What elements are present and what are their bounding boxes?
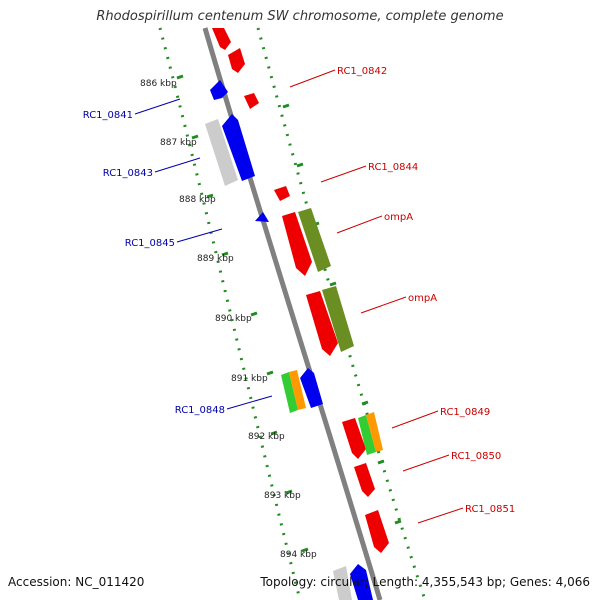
kbp-label: 889 kbp	[197, 254, 234, 264]
gene-label-rc1-0845: RC1_0845	[125, 238, 175, 249]
gene-rc1-0842-top	[212, 28, 231, 50]
gene-rc1-0850	[366, 412, 383, 452]
gene-rc1-0848-orange	[289, 370, 306, 410]
gene-label-rc1-0850: RC1_0850	[451, 451, 501, 462]
gene-label-rc1-0848: RC1_0848	[175, 405, 225, 416]
gene-rc1-0851	[365, 510, 389, 553]
gene-rc1-0841	[210, 80, 228, 100]
forward-leader-lines	[289, 69, 464, 524]
gene-rc1-0843-gray	[205, 119, 238, 186]
kbp-label: 892 kbp	[248, 432, 285, 442]
gene-rc1-0843	[222, 114, 255, 181]
gene-label-rc1-0841: RC1_0841	[83, 110, 133, 121]
gene-rc1-0850-red	[354, 463, 375, 497]
gene-labels: RC1_0842 RC1_0844 ompA ompA RC1_0849 RC1…	[83, 66, 516, 515]
genome-title: Rhodospirillum centenum SW chromosome, c…	[96, 9, 504, 24]
kbp-label: 893 kbp	[264, 491, 301, 501]
gene-rc1-0849-green	[358, 415, 376, 455]
gene-label-ompa-1: ompA	[384, 212, 413, 223]
gene-label-rc1-0842: RC1_0842	[337, 66, 387, 77]
forward-genes	[212, 28, 389, 553]
kbp-label: 894 kbp	[280, 550, 317, 560]
kbp-label: 887 kbp	[160, 138, 197, 148]
kbp-label: 886 kbp	[140, 79, 177, 89]
gene-rc1-0848	[300, 368, 323, 408]
gene-label-rc1-0849: RC1_0849	[440, 407, 490, 418]
gene-label-ompa-2: ompA	[408, 293, 437, 304]
topology-text: Topology: circular; Length: 4,355,543 bp…	[260, 575, 590, 589]
tick-marks-left	[176, 74, 309, 553]
gene-ompa-red-1	[282, 212, 312, 276]
kbp-label: 891 kbp	[231, 374, 268, 384]
gene-rc1-0844	[274, 186, 290, 201]
gene-rc1-0848-green	[281, 372, 298, 413]
gene-bottom-gray	[333, 566, 352, 600]
gene-bottom-blue	[350, 564, 373, 600]
gene-label-rc1-0851: RC1_0851	[465, 504, 515, 515]
accession-text: Accession: NC_011420	[8, 575, 145, 589]
reverse-leader-lines	[134, 98, 273, 410]
gene-rc1-0845	[255, 212, 269, 222]
kbp-label: 888 kbp	[179, 195, 216, 205]
chromosome-backbone	[202, 27, 383, 600]
gene-ompa-green-2	[322, 286, 354, 352]
reverse-genes	[205, 80, 373, 600]
gene-rc1-0849-red	[342, 418, 366, 459]
kbp-labels: 886 kbp 887 kbp 888 kbp 889 kbp 890 kbp …	[140, 79, 317, 560]
gene-label-rc1-0844: RC1_0844	[368, 162, 418, 173]
gene-small-fwd	[244, 93, 259, 109]
gene-ompa-green-1	[298, 208, 331, 272]
gene-rc1-0842	[228, 48, 245, 73]
gene-label-rc1-0843: RC1_0843	[103, 168, 153, 179]
kbp-label: 890 kbp	[215, 314, 252, 324]
gene-ompa-red-2	[306, 291, 338, 356]
